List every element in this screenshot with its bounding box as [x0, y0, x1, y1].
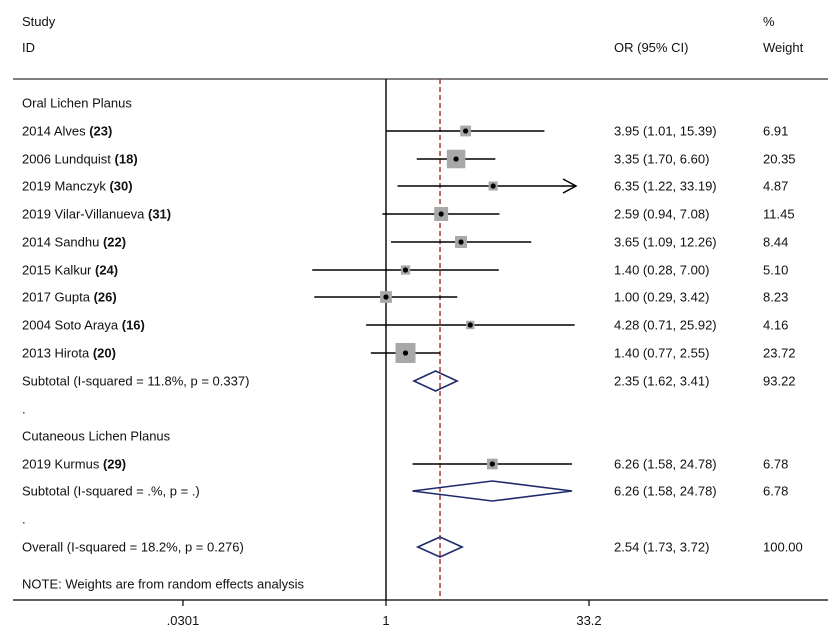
header-id: ID — [22, 40, 35, 55]
point-estimate — [463, 128, 469, 134]
point-estimate — [453, 156, 459, 162]
group-label: Cutaneous Lichen Planus — [22, 429, 171, 444]
subtotal-diamond — [412, 370, 460, 392]
study-label: 2004 Soto Araya (16) — [22, 318, 145, 333]
weight-value: 8.23 — [763, 290, 788, 305]
footnote: NOTE: Weights are from random effects an… — [22, 577, 305, 592]
overall-label: Overall (I-squared = 18.2%, p = 0.276) — [22, 540, 244, 555]
study-ref: (16) — [122, 318, 145, 333]
point-estimate — [467, 322, 473, 328]
or-ci-value: 6.26 (1.58, 24.78) — [614, 457, 717, 472]
point-estimate — [489, 461, 495, 467]
study-label: 2015 Kalkur (24) — [22, 263, 118, 278]
or-ci-value: 3.65 (1.09, 12.26) — [614, 235, 717, 250]
or-ci-value: 2.35 (1.62, 3.41) — [614, 374, 709, 389]
study-label: 2019 Vilar-Villanueva (31) — [22, 207, 171, 222]
study-label: 2017 Gupta (26) — [22, 290, 117, 305]
or-ci-value: 2.54 (1.73, 3.72) — [614, 540, 709, 555]
weight-value: 8.44 — [763, 235, 788, 250]
or-ci-value: 3.95 (1.01, 15.39) — [614, 124, 717, 139]
study-label: 2013 Hirota (20) — [22, 346, 116, 361]
header-study: Study — [22, 14, 56, 29]
or-ci-value: 3.35 (1.70, 6.60) — [614, 152, 709, 167]
or-ci-value: 1.40 (0.77, 2.55) — [614, 346, 709, 361]
chart-marks: Oral Lichen Planus 2014 Alves (23) 3.95 (1… — [22, 79, 803, 628]
weight-value: 11.45 — [763, 207, 795, 222]
study-label: 2019 Kurmus (29) — [22, 457, 126, 472]
header-weight: Weight — [763, 40, 804, 55]
study-label: 2006 Lundquist (18) — [22, 152, 138, 167]
weight-value: 4.87 — [763, 179, 788, 194]
weight-value: 4.16 — [763, 318, 788, 333]
or-ci-value: 4.28 (0.71, 25.92) — [614, 318, 717, 333]
weight-value: 6.78 — [763, 484, 788, 499]
point-estimate — [402, 350, 409, 356]
study-label: 2014 Sandhu (22) — [22, 235, 126, 250]
group-label: Oral Lichen Planus — [22, 96, 132, 111]
ci-arrow — [562, 178, 578, 194]
or-ci-value: 2.59 (0.94, 7.08) — [614, 207, 709, 222]
weight-value: 100.00 — [763, 540, 803, 555]
study-ref: (22) — [103, 235, 126, 250]
study-ref: (30) — [109, 179, 132, 194]
weight-value: 23.72 — [763, 346, 796, 361]
weight-value: 6.91 — [763, 124, 788, 139]
point-estimate — [438, 211, 444, 217]
point-estimate — [490, 183, 496, 189]
spacer-dot: . — [22, 512, 26, 527]
header-percent: % — [763, 14, 775, 29]
subtotal-diamond — [412, 480, 573, 502]
study-ref: (26) — [94, 290, 117, 305]
study-ref: (18) — [115, 152, 138, 167]
point-estimate — [402, 267, 409, 273]
or-ci-value: 1.00 (0.29, 3.42) — [614, 290, 709, 305]
subtotal-label: Subtotal (I-squared = 11.8%, p = 0.337) — [22, 374, 249, 389]
weight-value: 6.78 — [763, 457, 788, 472]
study-label: 2014 Alves (23) — [22, 124, 112, 139]
or-ci-value: 6.35 (1.22, 33.19) — [614, 179, 717, 194]
x-tick-label: 33.2 — [576, 613, 601, 628]
point-estimate — [458, 239, 464, 245]
subtotal-label: Subtotal (I-squared = .%, p = .) — [22, 484, 200, 499]
study-ref: (29) — [103, 457, 126, 472]
study-ref: (23) — [89, 124, 112, 139]
x-tick-label: 1 — [382, 613, 389, 628]
weight-value: 20.35 — [763, 152, 796, 167]
study-label: 2019 Manczyk (30) — [22, 179, 133, 194]
point-estimate — [383, 294, 389, 300]
weight-value: 5.10 — [763, 263, 788, 278]
study-ref: (31) — [148, 207, 171, 222]
x-tick-label: .0301 — [167, 613, 200, 628]
spacer-dot: . — [22, 402, 26, 417]
header-or-ci: OR (95% CI) — [614, 40, 688, 55]
study-ref: (20) — [93, 346, 116, 361]
or-ci-value: 1.40 (0.28, 7.00) — [614, 263, 709, 278]
weight-value: 93.22 — [763, 374, 796, 389]
or-ci-value: 6.26 (1.58, 24.78) — [614, 484, 717, 499]
overall-diamond — [415, 536, 465, 558]
study-ref: (24) — [95, 263, 118, 278]
